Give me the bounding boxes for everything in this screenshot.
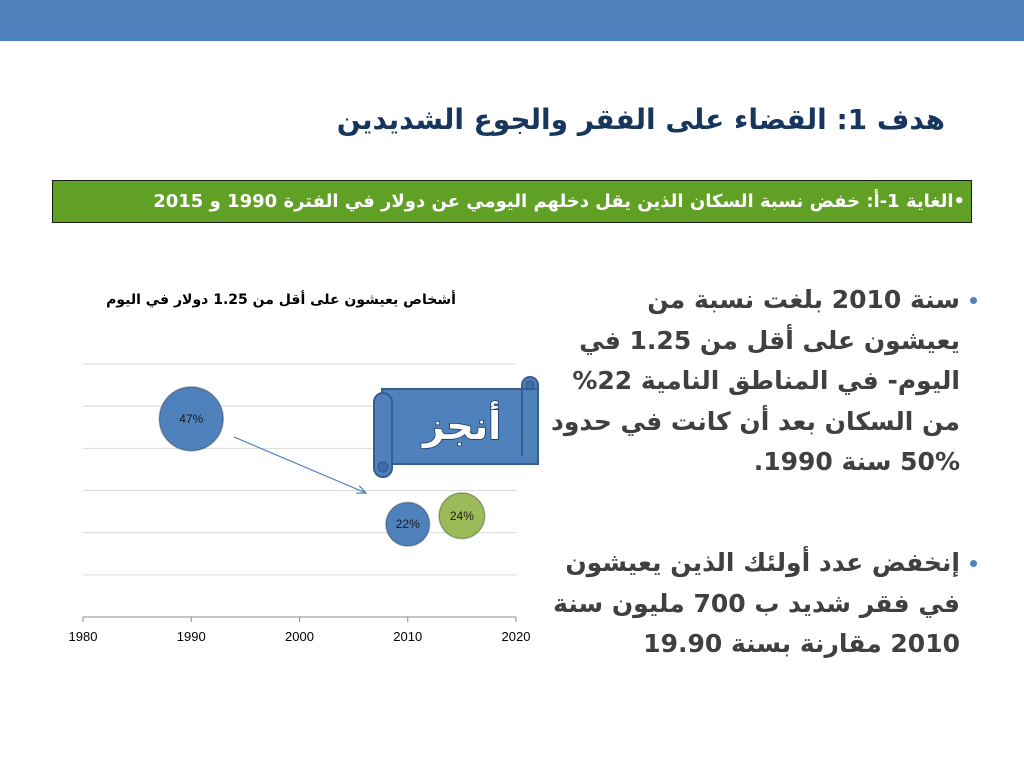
scroll-top-curl — [525, 380, 535, 390]
x-tick-label: 1990 — [177, 629, 206, 644]
bubble-1990 — [158, 386, 224, 452]
slide-title: هدف 1: القضاء على الفقر والجوع الشديدين — [336, 103, 945, 136]
bubble-2010 — [385, 501, 431, 547]
bullet-line: إنخفض عدد أولئك الذين يعيشون — [565, 548, 960, 577]
scroll-banner-text: أنجز — [421, 401, 501, 448]
bullet-item: إنخفض عدد أولئك الذين يعيشون في فقر شديد… — [530, 543, 977, 665]
target-text: •الغاية 1-أ: خفض نسبة السكان الذين يقل د… — [153, 191, 965, 212]
x-tick-label: 2000 — [285, 629, 314, 644]
bullet-line: في فقر شديد ب 700 مليون سنة — [553, 588, 960, 618]
bullet-line: 2010 مقارنة بسنة 19.90 — [643, 629, 960, 659]
data-label: 24% — [450, 509, 474, 523]
scroll-left-roll — [373, 392, 393, 478]
bullet-line: يعيشون على أقل من 1.25 في — [579, 325, 960, 355]
x-tick-label: 2020 — [502, 629, 531, 644]
scroll-body — [381, 388, 539, 465]
bullet-dot — [970, 297, 977, 304]
bubbles-layer — [158, 386, 486, 547]
scroll-bottom-curl — [377, 461, 389, 473]
bullet-line: سنة 2010 بلغت نسبة من — [647, 285, 960, 314]
x-tick-label: 2010 — [393, 629, 422, 644]
trend-arrow — [233, 436, 367, 494]
data-label: 47% — [179, 412, 203, 426]
bullet-dot — [970, 560, 977, 567]
x-tick-label: 1980 — [69, 629, 98, 644]
target-box: •الغاية 1-أ: خفض نسبة السكان الذين يقل د… — [52, 180, 972, 223]
bubble-chart: 1980 1990 2000 2010 2020 47% 22% 24% — [69, 363, 531, 644]
bubble-2015 — [438, 492, 486, 540]
bullet-line: 50% سنة 1990. — [753, 447, 960, 477]
trend-arrow-head — [356, 485, 368, 494]
x-axis-layer: 1980 1990 2000 2010 2020 — [69, 616, 531, 644]
bullet-item: سنة 2010 بلغت نسبة من يعيشون على أقل من … — [530, 280, 977, 483]
data-labels-layer: 47% 22% 24% — [179, 412, 474, 531]
bullet-line: اليوم- في المناطق النامية 22% — [572, 366, 960, 396]
achieved-scroll-banner: أنجز — [373, 376, 539, 478]
data-label: 22% — [396, 517, 420, 531]
bullet-line: من السكان بعد أن كانت في حدود — [551, 406, 960, 436]
chart-title: أشخاص يعيشون على أقل من 1.25 دولار في ال… — [106, 292, 456, 308]
gridlines-layer — [83, 363, 516, 576]
top-banner-bar — [0, 0, 1024, 41]
